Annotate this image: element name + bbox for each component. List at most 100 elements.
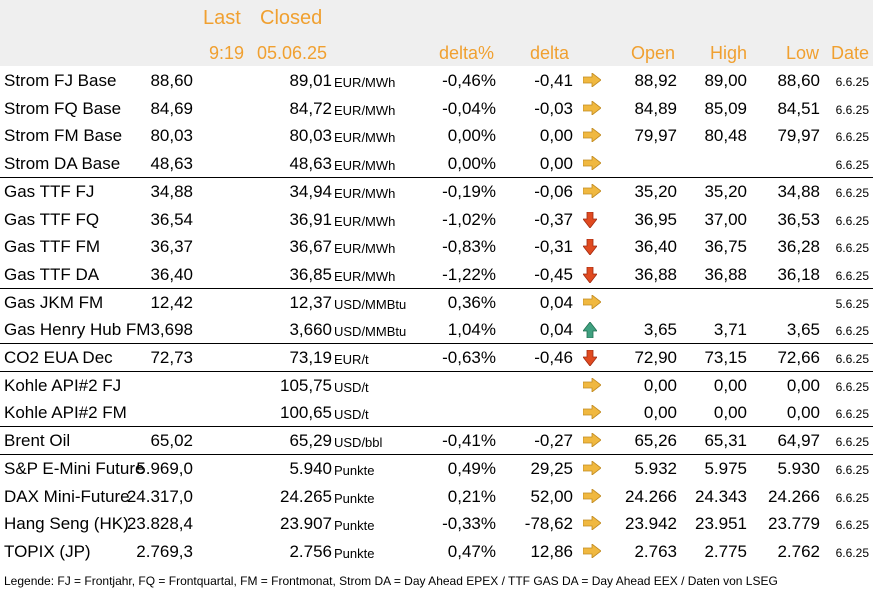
date-value: 6.6.25	[835, 268, 869, 283]
table-header: Last Closed 9:19 05.06.25 delta% delta O…	[0, 0, 873, 66]
instrument-name: Hang Seng (HK)	[4, 514, 129, 534]
unit-label: EUR/MWh	[334, 213, 396, 229]
instrument-name: Gas TTF FJ	[4, 181, 95, 201]
open-value: 3,65	[643, 320, 677, 340]
arrow-down-icon	[583, 239, 603, 256]
delta-pct-value: -0,19%	[442, 181, 496, 201]
date-value: 6.6.25	[835, 490, 869, 505]
open-value: 36,95	[634, 209, 677, 229]
instrument-name: TOPIX (JP)	[4, 541, 91, 561]
unit-label: USD/t	[334, 379, 369, 395]
closed-value: 2.756	[289, 541, 332, 561]
table-row: DAX Mini-Future 24.317,0 24.265 Punkte 0,21%…	[0, 483, 873, 510]
low-value: 36,53	[777, 209, 820, 229]
open-value: 0,00	[643, 403, 677, 423]
unit-label: EUR/MWh	[334, 130, 396, 146]
high-value: 80,48	[704, 126, 747, 146]
unit-label: USD/MMBtu	[334, 324, 407, 340]
arrow-right-icon	[583, 128, 603, 143]
closed-value: 80,03	[289, 126, 332, 146]
high-value: 85,09	[704, 98, 747, 118]
arrow-right-icon	[583, 543, 603, 559]
instrument-name: S&P E-Mini Future	[4, 458, 145, 478]
open-value: 24.266	[625, 486, 677, 506]
date-value: 6.6.25	[835, 130, 869, 145]
delta-value: 0,00	[539, 126, 573, 146]
delta-pct-value: 0,47%	[447, 541, 496, 561]
unit-label: EUR/MWh	[334, 268, 396, 284]
low-value: 0,00	[786, 403, 820, 423]
closed-value: 3,660	[289, 320, 332, 340]
delta-pct-value: 0,49%	[447, 458, 496, 478]
date-value: 6.6.25	[835, 352, 869, 366]
last-value: 80,03	[150, 126, 193, 146]
high-value: 5.975	[704, 458, 747, 478]
arrow-up-icon	[583, 322, 603, 339]
closed-value: 5.940	[289, 458, 332, 478]
instrument-name: Gas TTF DA	[4, 264, 100, 284]
table-row: Strom DA Base 48,63 48,63 EUR/MWh 0,00% 0,00 6…	[0, 150, 873, 179]
instrument-name: Strom FM Base	[4, 126, 123, 146]
delta-pct-value: 0,00%	[447, 154, 496, 174]
delta-value: -0,46	[534, 348, 573, 367]
closed-date: 05.06.25	[257, 43, 328, 63]
arrow-right-icon	[583, 405, 603, 420]
arrow-right-icon	[583, 73, 603, 88]
closed-value: 65,29	[289, 431, 332, 451]
date-value: 6.6.25	[835, 241, 869, 256]
instrument-name: Gas JKM FM	[4, 292, 104, 312]
low-value: 72,66	[777, 348, 820, 367]
delta-pct-value: -1,02%	[442, 209, 496, 229]
delta-header: delta	[530, 43, 570, 63]
arrow-down-icon	[583, 266, 603, 283]
unit-label: USD/bbl	[334, 435, 383, 451]
low-value: 36,28	[777, 237, 820, 257]
delta-pct-value: -0,04%	[442, 98, 496, 118]
date-value: 6.6.25	[835, 324, 869, 339]
date-value: 6.6.25	[835, 407, 869, 422]
low-value: 23.779	[768, 514, 820, 534]
delta-value: 0,04	[539, 320, 573, 340]
delta-value: -78,62	[524, 514, 573, 534]
delta-pct-value: -1,22%	[442, 264, 496, 284]
last-value: 72,73	[150, 348, 193, 367]
closed-value: 100,65	[280, 403, 332, 423]
last-value: 36,54	[150, 209, 193, 229]
arrow-down-icon	[583, 211, 603, 228]
table-row: Kohle API#2 FJ 105,75 USD/t 0,00 0,00 0,00 6.6…	[0, 372, 873, 399]
high-value: 37,00	[704, 209, 747, 229]
last-time: 9:19	[209, 43, 245, 63]
closed-value: 89,01	[289, 71, 332, 90]
arrow-right-icon	[583, 377, 603, 393]
date-header: Date	[831, 43, 870, 63]
delta-value: -0,41	[534, 71, 573, 90]
table-row: TOPIX (JP) 2.769,3 2.756 Punkte 0,47% 12,86 2.…	[0, 538, 873, 565]
low-value: 2.762	[777, 541, 820, 561]
low-value: 34,88	[777, 181, 820, 201]
date-value: 6.6.25	[835, 158, 869, 173]
instrument-name: Gas Henry Hub FM	[4, 320, 151, 340]
closed-value: 73,19	[289, 348, 332, 367]
open-value: 2.763	[634, 541, 677, 561]
delta-value: 0,04	[539, 292, 573, 312]
open-value: 36,40	[634, 237, 677, 257]
closed-value: 36,67	[289, 237, 332, 257]
table-row: Gas TTF FM 36,37 36,67 EUR/MWh -0,83% -0,31 36…	[0, 233, 873, 260]
instrument-name: Gas TTF FQ	[4, 209, 100, 229]
last-value: 36,37	[150, 237, 193, 257]
instrument-name: CO2 EUA Dec	[4, 348, 113, 367]
delta-pct-value: 1,04%	[447, 320, 496, 340]
closed-value: 36,85	[289, 264, 332, 284]
high-value: 36,75	[704, 237, 747, 257]
table-row: Gas TTF FJ 34,88 34,94 EUR/MWh -0,19% -0,06 35…	[0, 178, 873, 205]
unit-label: Punkte	[334, 490, 375, 506]
last-value: 34,88	[150, 181, 193, 201]
open-value: 88,92	[634, 71, 677, 90]
arrow-right-icon	[583, 183, 603, 199]
closed-value: 23.907	[280, 514, 332, 534]
open-value: 35,20	[634, 181, 677, 201]
table-row: CO2 EUA Dec 72,73 73,19 EUR/t -0,63% -0,46 72,…	[0, 344, 873, 372]
high-header: High	[710, 43, 748, 63]
delta-value: -0,27	[534, 431, 573, 451]
delta-value: -0,45	[534, 264, 573, 284]
